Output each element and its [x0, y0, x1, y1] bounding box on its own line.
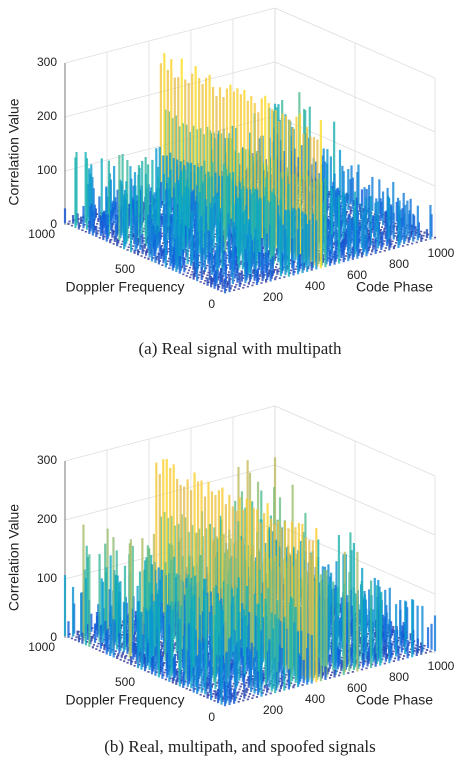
z-tick-label: 200 [37, 512, 57, 526]
panel: 0100200300200400600800100005001000Correl… [6, 7, 455, 358]
z-tick-label: 100 [37, 571, 57, 585]
grid-line [64, 61, 276, 118]
x-axis-label: Code Phase [356, 691, 433, 707]
z-tick-label: 300 [37, 453, 57, 467]
z-tick-label: 0 [50, 630, 57, 644]
x-tick-label: 800 [389, 257, 409, 271]
x-tick-label: 1000 [428, 659, 455, 673]
y-tick-label: 1000 [28, 640, 55, 654]
y-tick-label: 500 [115, 675, 135, 689]
z-tick-label: 300 [37, 55, 57, 69]
x-tick-label: 600 [347, 681, 367, 695]
z-axis-label: Correlation Value [6, 98, 22, 205]
y-axis-label: Doppler Frequency [65, 692, 184, 708]
y-tick-label: 0 [208, 710, 215, 724]
panel: 0100200300200400600800100005001000Correl… [6, 405, 455, 756]
grid-line [64, 405, 276, 462]
z-axis-label: Correlation Value [6, 504, 22, 611]
x-tick-label: 800 [389, 670, 409, 684]
x-tick-label: 200 [263, 703, 283, 717]
x-axis-label: Code Phase [356, 278, 433, 294]
caption: (b) Real, multipath, and spoofed signals [104, 737, 375, 756]
y-axis-label: Doppler Frequency [65, 279, 184, 295]
z-tick-label: 200 [37, 109, 57, 123]
caption: (a) Real signal with multipath [138, 339, 342, 358]
z-tick-label: 100 [37, 163, 57, 177]
y-tick-label: 500 [115, 262, 135, 276]
x-tick-label: 600 [347, 268, 367, 282]
x-tick-label: 200 [263, 290, 283, 304]
y-tick-label: 1000 [28, 227, 55, 241]
grid-line [64, 7, 276, 64]
y-tick-label: 0 [208, 297, 215, 311]
z-tick-label: 0 [50, 217, 57, 231]
x-tick-label: 400 [305, 279, 325, 293]
x-tick-label: 400 [305, 692, 325, 706]
x-tick-label: 1000 [428, 246, 455, 260]
